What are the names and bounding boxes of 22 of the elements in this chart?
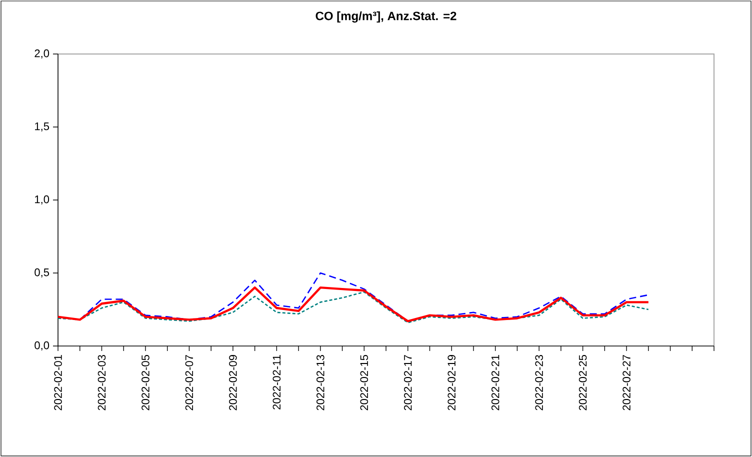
line-series — [57, 291, 650, 324]
y-tick-label: 1,0 — [35, 195, 50, 205]
x-tick-label: 2022-02-03 — [98, 354, 106, 410]
x-tick-label: 2022-02-07 — [185, 355, 194, 410]
x-tick-label: 2022-02-13 — [316, 354, 324, 410]
line-series — [56, 286, 650, 322]
y-tick-label: 2,0 — [34, 49, 50, 59]
chart-title: CO [mg/m³], Anz.Stat. =2 — [316, 11, 456, 23]
x-tick-label: 2022-02-09 — [229, 355, 237, 410]
x-tick-label: 2022-02-11 — [272, 355, 281, 410]
y-tick-label: 0,0 — [34, 341, 50, 351]
y-tick-label: 1,5 — [35, 122, 50, 132]
x-tick-label: 2022-02-05 — [142, 354, 150, 410]
x-tick-label: 2022-02-01 — [54, 355, 62, 410]
x-tick-label: 2022-02-19 — [448, 355, 456, 410]
x-tick-label: 2022-02-17 — [404, 355, 412, 410]
x-tick-label: 2022-02-23 — [535, 354, 543, 410]
x-tick-label: 2022-02-21 — [491, 355, 500, 410]
x-tick-label: 2022-02-25 — [578, 354, 587, 410]
x-tick-label: 2022-02-27 — [622, 355, 630, 410]
y-tick-label: 0,5 — [34, 268, 50, 278]
x-tick-label: 2022-02-15 — [360, 354, 368, 410]
